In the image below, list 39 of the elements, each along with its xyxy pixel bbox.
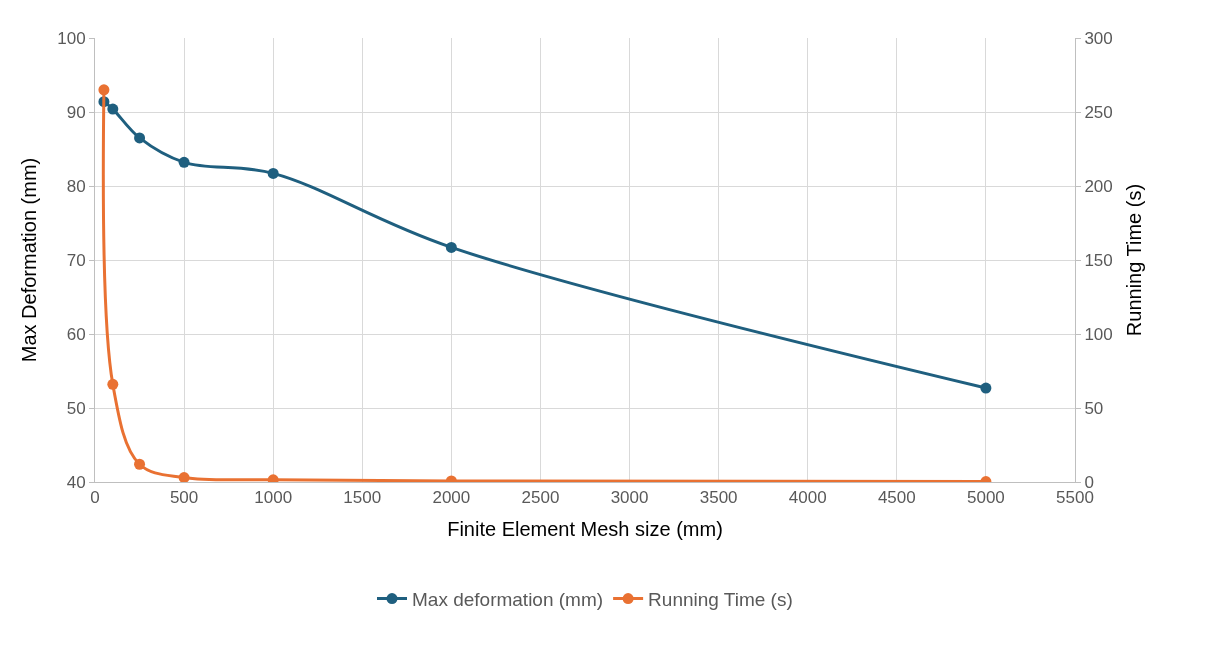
x-tick-label: 3000 <box>610 488 649 508</box>
point <box>178 472 190 482</box>
y-tick-label: 50 <box>66 398 86 418</box>
legend-label: Max deformation (mm) <box>412 588 604 610</box>
point <box>980 382 992 394</box>
x-axis-title: Finite Element Mesh size (mm) <box>447 517 723 540</box>
y-tick-label: 40 <box>66 472 86 492</box>
x-tick-label: 1000 <box>254 488 293 508</box>
legend-label: Running Time (s) <box>648 588 793 610</box>
y2-tick-label: 200 <box>1084 176 1113 196</box>
x-tick-label: 0 <box>90 488 100 508</box>
y2-axis-title: Running Time (s) <box>1123 183 1146 337</box>
x-tick-label: 2500 <box>521 488 560 508</box>
x-tick-label: 5000 <box>967 488 1005 508</box>
x-tick-label: 500 <box>169 488 199 508</box>
x-tick-label: 4000 <box>788 488 827 508</box>
y-tick-label: 100 <box>57 28 86 48</box>
y2-tick-label: 250 <box>1084 102 1113 122</box>
point <box>107 103 119 115</box>
y-tick-label: 90 <box>66 102 86 122</box>
point <box>178 156 190 168</box>
point <box>445 241 457 253</box>
y2-tick-label: 150 <box>1084 250 1113 270</box>
y2-tick-label: 300 <box>1084 28 1113 48</box>
y-tick-label: 80 <box>66 176 86 196</box>
y2-tick-label: 100 <box>1084 324 1113 344</box>
point <box>98 84 110 96</box>
x-tick-label: 1500 <box>343 488 382 508</box>
x-tick-label: 2000 <box>432 488 471 508</box>
point <box>134 458 146 470</box>
y-tick-label: 60 <box>66 324 86 344</box>
y-tick-label: 70 <box>66 250 86 270</box>
x-tick-label: 3500 <box>699 488 738 508</box>
x-tick-label: 4500 <box>877 488 916 508</box>
y-axis-title: Max Deformation (mm) <box>17 157 40 363</box>
point <box>267 167 279 179</box>
y2-tick-label: 50 <box>1084 398 1104 418</box>
point <box>134 132 146 144</box>
point <box>107 378 119 390</box>
